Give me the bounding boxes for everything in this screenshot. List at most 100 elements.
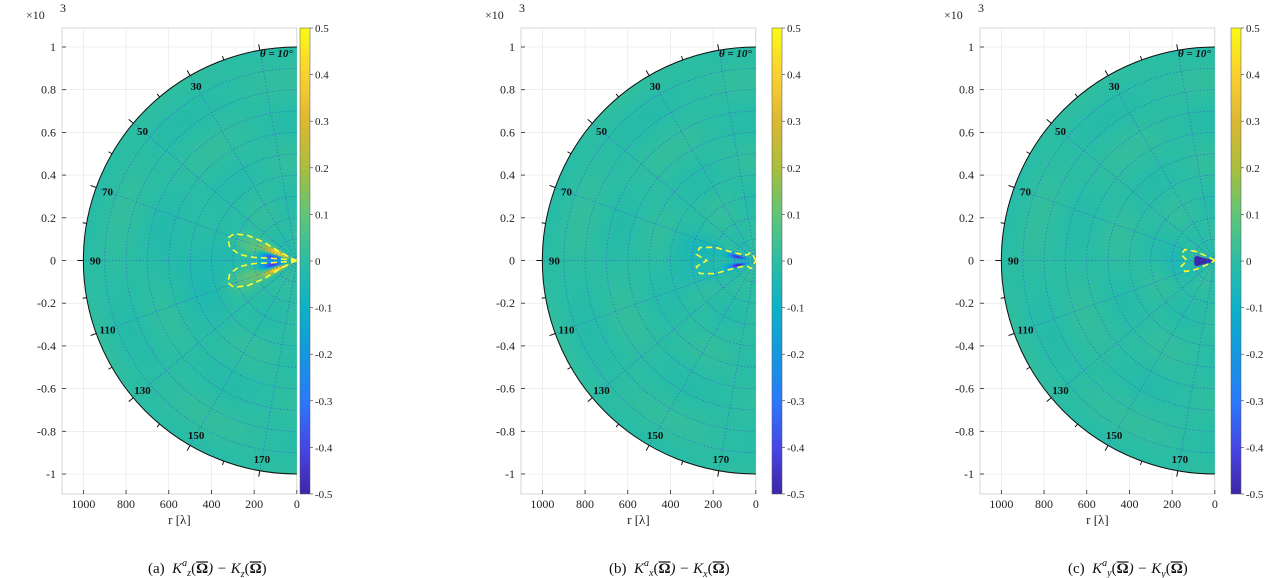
polar-spoke [1177,50,1216,261]
polar-spoke [1107,75,1216,261]
y-tick-label: -0.2 [496,296,515,310]
y-tick-label: -1 [46,467,56,481]
colorbar-tick-label: -0.2 [315,349,332,361]
y-tick-label: 0.8 [41,83,56,97]
angle-label: 30 [650,81,662,93]
polar-ring [275,238,297,283]
y-tick-label: 0.2 [959,211,974,225]
angle-tick [1176,44,1179,51]
colorbar-tick-label: -0.1 [787,303,804,315]
polar-ring [563,68,756,453]
polar-ring [1193,238,1215,283]
polar-spoke [96,260,297,334]
colorbar-bar [299,27,311,495]
y-tick-label: -1 [964,467,974,481]
y-tick-label: 0.8 [500,83,515,97]
polar-spoke [718,50,757,261]
polar-spoke [133,260,298,399]
colorbar-tick-label: -0.1 [315,303,332,315]
y-tick-label: -0.2 [955,296,974,310]
angle-tick [186,70,191,76]
x-tick-label: 0 [1212,497,1218,511]
angle-label: 170 [254,454,271,466]
angle-tick [1000,222,1005,224]
angle-tick [1046,119,1052,124]
polar-spoke [1014,260,1215,334]
angle-tick [1104,445,1109,451]
polar-ring [147,110,297,411]
caption-paren: ( [1166,561,1171,577]
polar-ring [1043,89,1215,432]
angle-label: 110 [100,324,116,336]
colorbar-tick-label: 0.3 [787,116,801,128]
colorbar-tick-label: -0.2 [787,349,804,361]
caption-omega: Ω [1171,561,1183,577]
exponent-label: ×10 [485,8,504,22]
x-tick-label: 200 [1163,497,1181,511]
contour-line [226,232,298,262]
angle-tick [567,366,572,370]
angle-tick [156,423,160,428]
polar-spoke [259,260,298,471]
colorbar-tick-label: -0.5 [1246,489,1264,501]
angle-label: 150 [1106,430,1123,442]
angle-tick [717,44,720,51]
angle-tick [549,184,556,188]
panel-caption: (b) Kax(Ω) − Kx(Ω) [609,558,730,578]
y-tick-label: 0.2 [500,211,515,225]
colorbar-tick-label: 0 [787,256,793,268]
caption-paren: ( [708,561,713,577]
y-tick-label: -0.6 [496,382,515,396]
x-tick-label: 800 [576,497,594,511]
colorbar-tick-label: -0.3 [1246,396,1264,408]
polar-spoke [592,260,757,399]
caption-paren: ) [725,561,730,577]
x-tick-label: 200 [245,497,263,511]
caption-minus: ) − K [669,561,704,577]
angle-tick [90,184,97,188]
theta-label: θ = 10° [260,48,293,60]
angle-tick [587,119,593,124]
angle-tick [1176,470,1179,477]
angle-tick [221,55,225,61]
y-tick-label: 1 [50,40,56,54]
caption-omega: Ω [1117,561,1129,577]
angle-tick [1026,366,1031,370]
angle-tick [1000,297,1005,299]
polar-grid [83,50,298,471]
y-tick-label: -0.2 [37,296,56,310]
caption-paren: ( [1112,561,1117,577]
angle-tick [1074,93,1078,98]
angle-tick [128,397,134,402]
polar-spoke [648,260,757,446]
theta-label: θ = 10° [1178,48,1211,60]
angle-label: 130 [134,385,151,397]
angle-label: 50 [596,126,608,138]
colorbar-tick-label: 0.1 [1246,209,1260,221]
y-tick-label: -0.4 [496,339,515,353]
polar-spoke [96,187,297,261]
angle-tick [1139,460,1143,466]
colorbar-tick-label: 0.1 [315,209,329,221]
angle-tick [680,460,684,466]
angle-label: 70 [561,187,573,199]
angle-label: 30 [1109,81,1121,93]
x-tick-label: 1000 [989,497,1013,511]
caption-omega: Ω [250,561,262,577]
angle-tick [82,222,87,224]
x-tick-label: 600 [160,497,178,511]
polar-ring [734,238,756,283]
caption-subscript: x [648,568,654,578]
y-tick-label: 0.4 [959,168,974,182]
polar-spoke [648,75,757,261]
caption-subscript: z [240,569,245,578]
caption-minus: ) − K [207,561,242,577]
angle-label: 170 [713,454,730,466]
polar-spoke [592,122,757,261]
x-axis-label: r [λ] [1086,512,1109,527]
y-tick-label: 0.6 [500,125,515,139]
polar-spoke [1014,187,1215,261]
x-tick-label: 200 [704,497,722,511]
